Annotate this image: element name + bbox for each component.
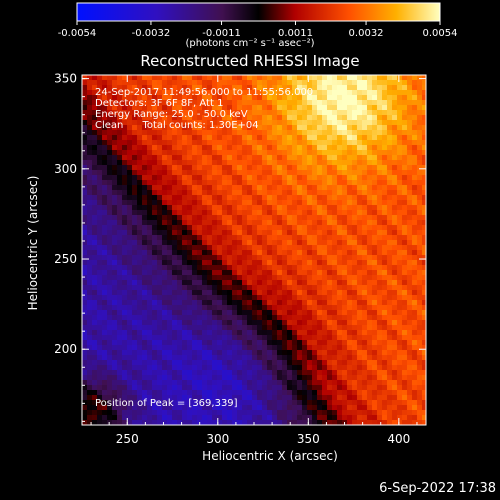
heatmap-image [82,75,426,425]
y-axis-ticks: 200 250 300 350 [54,72,426,422]
x-axis-ticks: 250 300 350 400 [90,75,418,446]
colorbar [76,2,441,22]
annotation-detectors: Detectors: 3F 6F 8F, Att 1 [95,98,224,109]
colorbar-unit-label: (photons cm⁻² s⁻¹ asec⁻²) [185,38,315,49]
y-tick-label: 250 [54,252,77,266]
colorbar-tick-label: 0.0054 [423,28,458,39]
colorbar-tick-label: 0.0032 [349,28,384,39]
annotation-clean-counts: Clean Total counts: 1.30E+04 [95,120,259,131]
peak-position-label: Position of Peak = [369,339] [95,398,238,409]
annotation-energy-range: Energy Range: 25.0 - 50.0 keV [95,109,248,120]
chart-title: Reconstructed RHESSI Image [140,52,360,70]
y-tick-label: 200 [54,342,77,356]
colorbar-ticks: -0.0054 -0.0032 -0.0011 0.0011 0.0032 0.0054 [58,21,458,39]
colorbar-tick-label: 0.0011 [278,28,313,39]
x-tick-label: 300 [206,432,229,446]
y-tick-label: 350 [54,72,77,86]
colorbar-tick-label: -0.0011 [202,28,241,39]
x-tick-label: 250 [116,432,139,446]
x-tick-label: 350 [297,432,320,446]
x-axis-label: Heliocentric X (arcsec) [202,449,338,463]
colorbar-tick-label: -0.0032 [132,28,171,39]
footer-timestamp: 6-Sep-2022 17:38 [379,481,496,496]
colorbar-tick-label: -0.0054 [58,28,97,39]
y-axis-label: Heliocentric Y (arcsec) [26,175,40,311]
annotation-time-range: 24-Sep-2017 11:49:56.000 to 11:55:56.000 [95,87,314,98]
x-tick-label: 400 [387,432,410,446]
y-tick-label: 300 [54,162,77,176]
